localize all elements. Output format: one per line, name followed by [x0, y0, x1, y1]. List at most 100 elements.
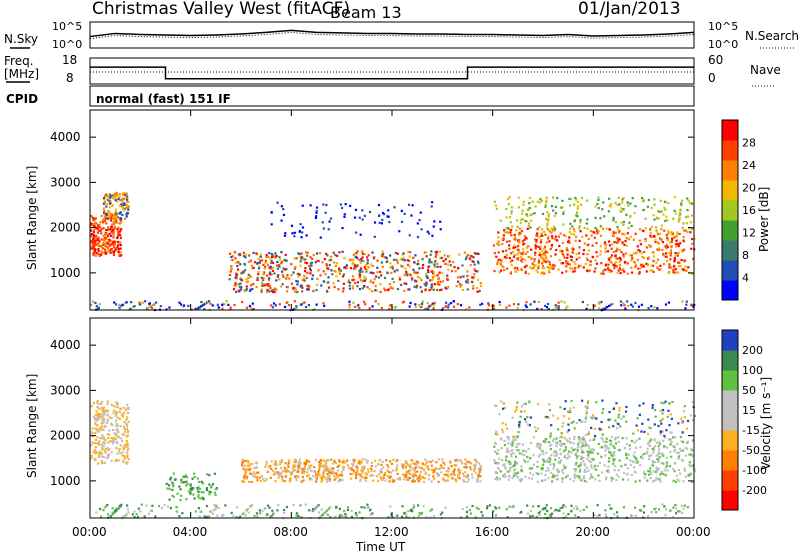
velocity-cell: [648, 470, 652, 473]
velocity-cell: [458, 477, 461, 480]
velocity-cell: [583, 462, 586, 466]
velocity-cell: [123, 455, 126, 458]
power-cell: [552, 196, 555, 199]
velocity-cell: [405, 515, 408, 519]
power-cell: [548, 266, 551, 270]
velocity-cell: [582, 451, 585, 454]
power-cell: [579, 221, 582, 224]
x-tick-label: 00:00: [72, 525, 107, 539]
power-cell: [692, 257, 695, 261]
power-cell: [516, 219, 519, 222]
velocity-cell: [123, 457, 127, 460]
colorbar-tick-label: -15: [742, 424, 760, 437]
power-cell: [100, 214, 103, 218]
velocity-cell: [197, 480, 201, 483]
velocity-cell: [590, 457, 593, 460]
power-cell: [630, 254, 634, 257]
velocity-cell: [120, 413, 124, 416]
velocity-cell: [245, 509, 248, 512]
power-cell: [550, 243, 554, 247]
power-cell: [612, 235, 615, 238]
power-cell: [118, 196, 121, 199]
velocity-cell: [288, 459, 291, 462]
velocity-cell: [314, 507, 317, 510]
power-cell: [621, 232, 624, 235]
power-cell: [348, 300, 351, 303]
power-cell: [637, 305, 641, 308]
velocity-cell: [343, 510, 346, 513]
velocity-cell: [319, 461, 322, 464]
power-cell: [524, 258, 527, 262]
power-cell: [536, 271, 539, 274]
power-cell: [522, 248, 525, 251]
power-cell: [363, 275, 366, 278]
velocity-cell: [310, 464, 313, 467]
velocity-cell: [469, 462, 473, 465]
power-cell: [678, 214, 681, 217]
velocity-cell: [677, 456, 680, 459]
power-cell: [644, 217, 647, 220]
power-cell: [367, 266, 370, 269]
velocity-cell: [659, 473, 662, 476]
colorbar-frame: [721, 329, 739, 511]
velocity-cell: [90, 454, 94, 458]
power-cell: [348, 287, 352, 290]
velocity-cell: [244, 459, 247, 463]
velocity-cell: [548, 409, 552, 412]
power-cell: [406, 273, 409, 277]
power-cell: [239, 278, 243, 281]
power-cell: [473, 263, 476, 266]
power-cell: [497, 251, 500, 254]
power-cell: [404, 267, 407, 270]
power-cell: [114, 303, 118, 306]
velocity-cell: [439, 464, 443, 467]
power-cell: [649, 234, 652, 237]
velocity-cell: [543, 507, 547, 510]
power-cell: [304, 258, 307, 261]
velocity-cell: [110, 422, 113, 425]
power-cell: [363, 266, 366, 269]
power-cell: [557, 268, 560, 271]
power-cell: [276, 260, 279, 264]
velocity-cell: [657, 459, 660, 462]
power-cell: [317, 269, 320, 272]
velocity-cell: [600, 436, 603, 439]
power-cell: [263, 271, 266, 274]
power-cell: [364, 303, 367, 306]
power-cell: [298, 273, 301, 276]
power-cell: [228, 278, 231, 281]
velocity-cell: [550, 443, 553, 446]
power-cell: [282, 208, 285, 211]
velocity-cell: [596, 464, 599, 468]
power-cell: [257, 257, 260, 261]
power-cell: [407, 203, 411, 206]
velocity-cell: [121, 440, 124, 443]
velocity-cell: [595, 468, 598, 471]
velocity-cell: [583, 475, 586, 478]
velocity-cell: [171, 481, 174, 484]
velocity-cell: [252, 471, 256, 474]
power-cell: [447, 306, 450, 309]
velocity-cell: [411, 480, 414, 483]
power-cell: [410, 214, 413, 217]
velocity-cell: [493, 441, 497, 444]
power-cell: [539, 247, 542, 250]
power-cell: [523, 238, 526, 241]
power-cell: [120, 218, 123, 221]
velocity-cell: [339, 513, 342, 517]
velocity-cell: [450, 476, 453, 480]
velocity-cell: [406, 463, 409, 467]
velocity-cell: [335, 473, 338, 476]
power-cell: [432, 304, 435, 307]
velocity-cell: [573, 467, 576, 471]
power-cell: [269, 257, 272, 260]
velocity-cell: [591, 417, 594, 420]
velocity-cell: [403, 512, 406, 515]
velocity-cell: [364, 475, 367, 478]
power-cell: [103, 212, 106, 216]
power-cell: [586, 269, 589, 273]
velocity-cell: [341, 474, 344, 477]
power-cell: [244, 289, 247, 293]
velocity-cell: [495, 430, 498, 433]
power-cell: [474, 269, 477, 273]
